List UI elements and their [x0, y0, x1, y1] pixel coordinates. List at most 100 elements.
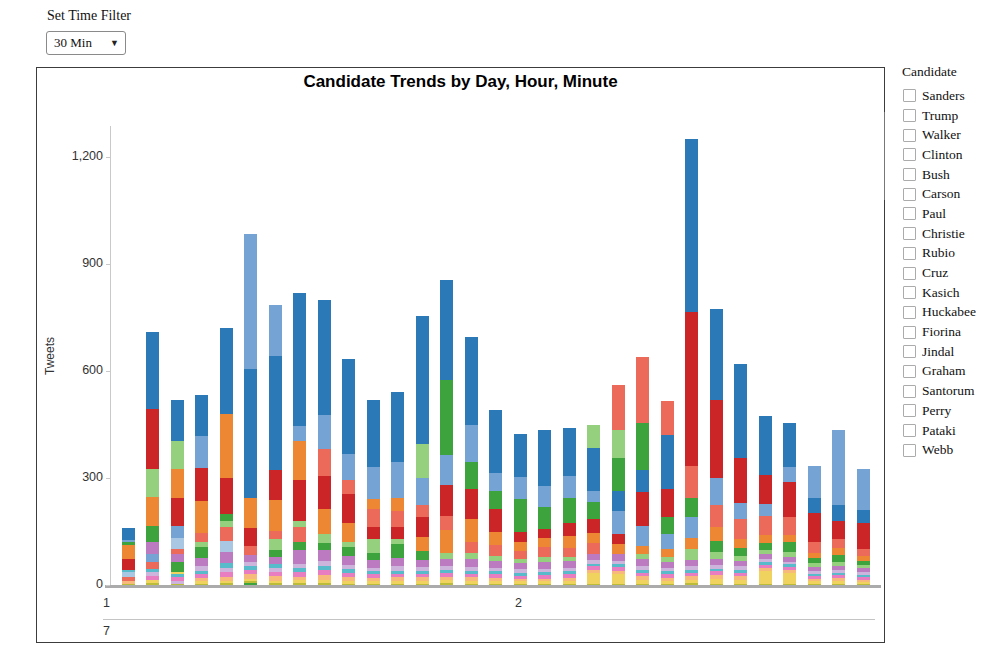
- bar-segment[interactable]: [416, 517, 429, 537]
- bar-segment[interactable]: [857, 510, 870, 523]
- bar-segment[interactable]: [612, 554, 625, 561]
- bar-segment[interactable]: [783, 535, 796, 542]
- bar-segment[interactable]: [171, 469, 184, 498]
- bar-segment[interactable]: [759, 475, 772, 505]
- bar-segment[interactable]: [783, 517, 796, 535]
- bar-segment[interactable]: [685, 517, 698, 538]
- bar-segment[interactable]: [636, 423, 649, 470]
- bar[interactable]: [195, 395, 208, 585]
- bar[interactable]: [538, 430, 551, 585]
- bar-segment[interactable]: [416, 537, 429, 551]
- bar-segment[interactable]: [220, 583, 233, 585]
- bar-segment[interactable]: [391, 544, 404, 558]
- bar-segment[interactable]: [783, 482, 796, 518]
- bar-segment[interactable]: [293, 426, 306, 440]
- bar-segment[interactable]: [612, 491, 625, 511]
- bar-segment[interactable]: [710, 478, 723, 505]
- bar-segment[interactable]: [342, 523, 355, 542]
- bar-segment[interactable]: [367, 553, 380, 560]
- legend-checkbox[interactable]: [903, 168, 916, 181]
- bar-segment[interactable]: [808, 513, 821, 542]
- bar-segment[interactable]: [587, 584, 600, 585]
- bar-segment[interactable]: [857, 523, 870, 549]
- bar-segment[interactable]: [269, 470, 282, 500]
- bar-segment[interactable]: [122, 545, 135, 559]
- bar-segment[interactable]: [342, 494, 355, 523]
- bar-segment[interactable]: [489, 410, 502, 473]
- bar-segment[interactable]: [710, 527, 723, 541]
- bar-segment[interactable]: [563, 548, 576, 557]
- bar-segment[interactable]: [122, 559, 135, 570]
- bar-segment[interactable]: [146, 526, 159, 542]
- bar-segment[interactable]: [416, 505, 429, 517]
- bar-segment[interactable]: [244, 583, 257, 585]
- bar-segment[interactable]: [661, 584, 674, 585]
- bar-segment[interactable]: [489, 561, 502, 568]
- legend-checkbox[interactable]: [903, 385, 916, 398]
- bar-segment[interactable]: [244, 528, 257, 546]
- legend-item-graham[interactable]: Graham: [892, 362, 998, 382]
- bar-segment[interactable]: [367, 467, 380, 498]
- bar-segment[interactable]: [538, 507, 551, 529]
- legend-item-santorum[interactable]: Santorum: [892, 381, 998, 401]
- bar-segment[interactable]: [195, 584, 208, 585]
- bar-segment[interactable]: [367, 499, 380, 510]
- bar-segment[interactable]: [783, 542, 796, 552]
- bar-segment[interactable]: [391, 462, 404, 498]
- bar-segment[interactable]: [440, 280, 453, 380]
- bar-segment[interactable]: [661, 435, 674, 489]
- legend-item-trump[interactable]: Trump: [892, 106, 998, 126]
- legend-item-rubio[interactable]: Rubio: [892, 244, 998, 264]
- bar-segment[interactable]: [269, 583, 282, 585]
- bar-segment[interactable]: [612, 511, 625, 534]
- bar-segment[interactable]: [465, 559, 478, 567]
- bar-segment[interactable]: [367, 400, 380, 468]
- bar-segment[interactable]: [195, 533, 208, 542]
- legend-checkbox[interactable]: [903, 365, 916, 378]
- bar-segment[interactable]: [440, 530, 453, 552]
- bar-segment[interactable]: [636, 584, 649, 585]
- bar-segment[interactable]: [636, 492, 649, 526]
- bar-segment[interactable]: [269, 539, 282, 550]
- bar-segment[interactable]: [612, 574, 625, 583]
- bar-segment[interactable]: [416, 584, 429, 585]
- bar-segment[interactable]: [636, 470, 649, 492]
- bar-segment[interactable]: [342, 584, 355, 585]
- bar-segment[interactable]: [563, 523, 576, 536]
- bar-segment[interactable]: [220, 414, 233, 478]
- bar-segment[interactable]: [440, 485, 453, 515]
- bar-segment[interactable]: [808, 542, 821, 553]
- legend-item-walker[interactable]: Walker: [892, 125, 998, 145]
- bar-segment[interactable]: [759, 535, 772, 543]
- bar[interactable]: [146, 332, 159, 585]
- bar-segment[interactable]: [146, 562, 159, 569]
- bar[interactable]: [416, 316, 429, 585]
- bar-segment[interactable]: [832, 505, 845, 521]
- bar-segment[interactable]: [685, 538, 698, 549]
- bar-segment[interactable]: [857, 549, 870, 556]
- bar-segment[interactable]: [416, 316, 429, 444]
- bar-segment[interactable]: [195, 436, 208, 468]
- bar-segment[interactable]: [465, 489, 478, 519]
- legend-checkbox[interactable]: [903, 345, 916, 358]
- bar-segment[interactable]: [171, 554, 184, 563]
- legend-item-bush[interactable]: Bush: [892, 165, 998, 185]
- bar-segment[interactable]: [195, 395, 208, 436]
- bar-segment[interactable]: [146, 332, 159, 409]
- bar-segment[interactable]: [685, 139, 698, 312]
- bar[interactable]: [122, 528, 135, 585]
- bar[interactable]: [489, 410, 502, 585]
- bar-segment[interactable]: [710, 552, 723, 559]
- bar-segment[interactable]: [318, 583, 331, 585]
- bar-segment[interactable]: [612, 430, 625, 459]
- bar-segment[interactable]: [612, 458, 625, 490]
- bar-segment[interactable]: [195, 501, 208, 533]
- bar-segment[interactable]: [489, 545, 502, 556]
- bar-segment[interactable]: [538, 584, 551, 585]
- bar[interactable]: [587, 425, 600, 586]
- bar-segment[interactable]: [587, 502, 600, 518]
- bar-segment[interactable]: [146, 554, 159, 562]
- bar-segment[interactable]: [563, 584, 576, 585]
- bar[interactable]: [465, 337, 478, 585]
- bar[interactable]: [440, 280, 453, 585]
